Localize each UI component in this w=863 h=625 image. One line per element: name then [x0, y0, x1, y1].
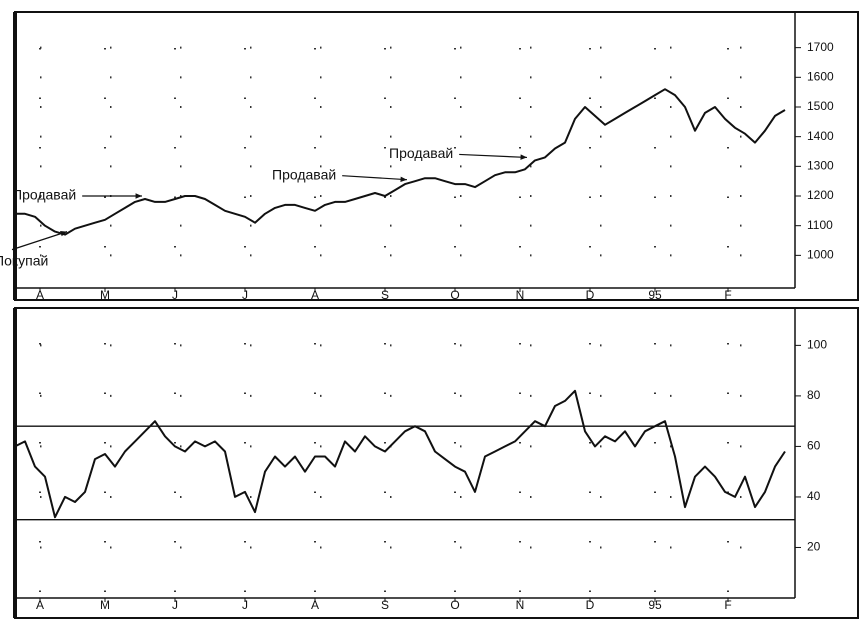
x-tick-label: O — [450, 288, 459, 302]
y-tick-label: 1000 — [807, 248, 834, 262]
x-tick-label: J — [172, 288, 178, 302]
annotation-arrow — [11, 231, 68, 251]
y-tick-label: 1200 — [807, 188, 834, 202]
series-line — [15, 88, 786, 236]
x-tick-label: A — [311, 598, 319, 612]
arrow-head — [520, 154, 527, 160]
x-tick-label: N — [516, 598, 525, 612]
x-tick-label: N — [516, 288, 525, 302]
x-tick-label: O — [450, 598, 459, 612]
x-tick-label: M — [100, 288, 110, 302]
x-tick-label: M — [100, 598, 110, 612]
bottom-frame — [14, 307, 859, 619]
x-tick-label: F — [724, 288, 731, 302]
y-tick-label: 60 — [807, 439, 821, 453]
y-tick-label: 1300 — [807, 159, 834, 173]
x-tick-label: 95 — [648, 598, 662, 612]
arrow-head — [135, 193, 142, 199]
y-tick-label: 1400 — [807, 129, 834, 143]
x-tick-label: A — [36, 288, 44, 302]
annotation-arrow — [342, 175, 408, 181]
annotation: Покупай — [0, 252, 48, 268]
annotation: Продавай — [12, 187, 76, 203]
x-tick-label: A — [36, 598, 44, 612]
y-tick-label: 1500 — [807, 99, 834, 113]
y-tick-label: 1700 — [807, 40, 834, 54]
x-tick-label: S — [381, 288, 389, 302]
y-tick-label: 100 — [807, 338, 827, 352]
x-tick-label: J — [242, 288, 248, 302]
y-tick-label: 20 — [807, 540, 821, 554]
x-tick-label: J — [242, 598, 248, 612]
x-tick-label: D — [586, 598, 595, 612]
x-tick-label: 95 — [648, 288, 662, 302]
y-tick-label: 40 — [807, 489, 821, 503]
y-tick-label: 80 — [807, 388, 821, 402]
arrow-head — [400, 176, 407, 183]
x-tick-label: D — [586, 288, 595, 302]
x-tick-label: S — [381, 598, 389, 612]
y-tick-label: 1100 — [807, 218, 833, 232]
annotation: Продавай — [272, 166, 336, 182]
x-tick-label: F — [724, 598, 731, 612]
y-tick-label: 1600 — [807, 69, 834, 83]
x-tick-label: A — [311, 288, 319, 302]
annotation-arrow — [459, 153, 528, 159]
x-tick-label: J — [172, 598, 178, 612]
arrow-head — [60, 231, 67, 237]
series-line — [14, 389, 786, 519]
annotation: Продавай — [389, 145, 453, 161]
